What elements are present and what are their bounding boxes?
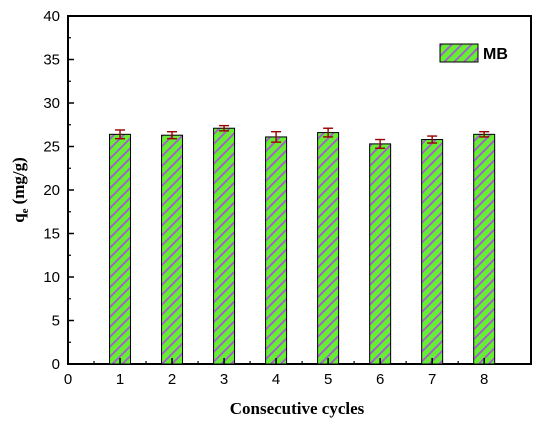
plot-area [67,15,532,365]
x-tick-label-1: 1 [116,371,124,388]
x-axis-title: Consecutive cycles [230,399,365,418]
x-tick-label-8: 8 [480,371,488,388]
y-axis-title: qe (mg/g) [9,157,31,223]
y-tick-label-15: 15 [43,226,60,243]
y-tick-label-5: 5 [52,313,60,330]
bar-3 [213,127,236,365]
bar-8 [473,133,496,365]
x-tick-label-6: 6 [376,371,384,388]
y-tick-label-20: 20 [43,182,60,199]
error-bar-7 [427,135,438,144]
x-tick-label-4: 4 [272,371,280,388]
error-bar-8 [479,131,490,138]
y-tick-label-0: 0 [52,356,60,373]
bar-5 [317,132,340,365]
bar-4 [265,136,288,365]
bar-2 [161,134,184,365]
x-tick-label-3: 3 [220,371,228,388]
bar-6 [369,143,392,365]
y-tick-label-35: 35 [43,52,60,69]
error-bar-4 [271,131,282,143]
legend-label: MB [483,46,508,63]
bar-1 [109,133,132,365]
error-bar-2 [167,131,178,140]
y-axis-title-unit: (mg/g) [9,157,28,204]
error-bar-1 [115,129,126,140]
y-tick-label-40: 40 [43,8,60,25]
error-bar-3 [219,124,230,132]
error-bar-6 [375,138,386,149]
y-tick-label-25: 25 [43,139,60,156]
bar-7 [421,139,444,365]
x-tick-label-2: 2 [168,371,176,388]
x-tick-label-5: 5 [324,371,332,388]
legend-swatch [439,43,479,63]
x-tick-label-0: 0 [64,371,72,388]
y-tick-label-10: 10 [43,269,60,286]
x-tick-label-7: 7 [428,371,436,388]
legend: MB [439,43,508,63]
y-tick-label-30: 30 [43,95,60,112]
axes-layer: 0 1 2 3 4 5 6 7 8 0 5 10 15 20 25 30 35 40 [43,8,488,388]
y-axis-title-sub: e [19,208,31,213]
y-axis-title-main: q [9,213,28,223]
error-bar-5 [323,127,334,138]
